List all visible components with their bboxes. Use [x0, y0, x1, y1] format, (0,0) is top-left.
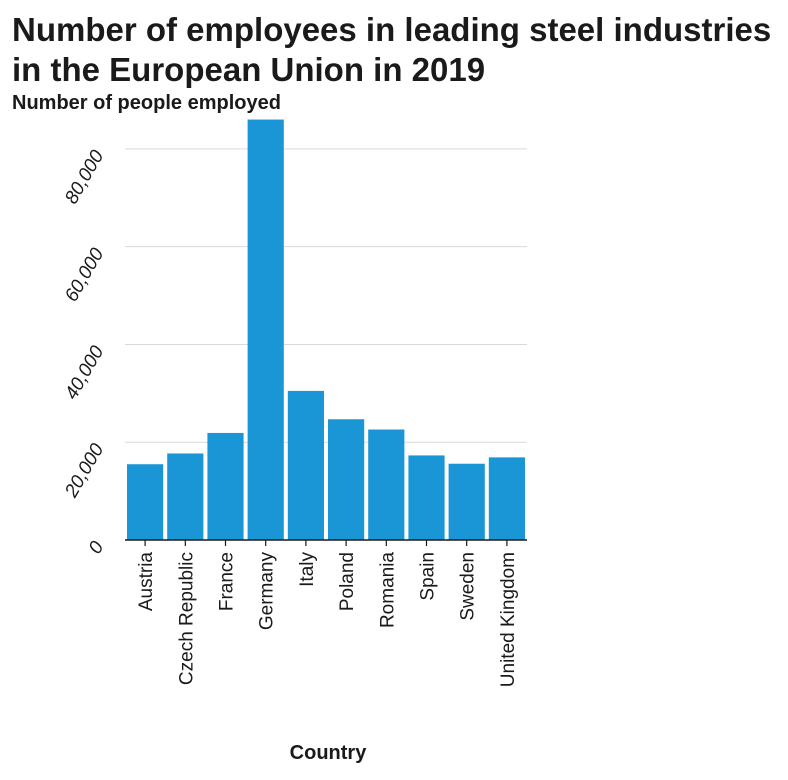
bar-italy: [288, 391, 324, 540]
bar-sweden: [449, 464, 485, 540]
bar-czech-republic: [167, 453, 203, 540]
x-tick-label: Spain: [418, 552, 439, 601]
bar-united-kingdom: [489, 457, 525, 540]
x-tick-label: Poland: [337, 552, 358, 611]
bar-france: [207, 433, 243, 540]
y-tick-label: 0: [85, 538, 109, 558]
x-tick-label: France: [217, 552, 238, 611]
bar-austria: [127, 464, 163, 540]
y-tick-label: 40,000: [61, 342, 108, 403]
x-tick-label: Austria: [136, 552, 157, 612]
x-tick-label: Italy: [297, 552, 318, 587]
x-tick-label: United Kingdom: [498, 552, 519, 687]
x-tick-label: Czech Republic: [176, 552, 197, 685]
x-tick-label: Germany: [257, 552, 278, 631]
bar-romania: [368, 430, 404, 540]
y-tick-label: 80,000: [61, 147, 108, 208]
x-tick-label: Sweden: [458, 552, 479, 621]
y-tick-label: 60,000: [61, 244, 108, 305]
bar-spain: [408, 455, 444, 540]
y-tick-label: 20,000: [61, 440, 109, 502]
bar-germany: [248, 120, 284, 540]
axes: [125, 540, 527, 546]
bar-poland: [328, 419, 364, 540]
bars: [127, 120, 525, 540]
gridlines: [125, 149, 527, 442]
x-tick-label: Romania: [377, 552, 398, 628]
